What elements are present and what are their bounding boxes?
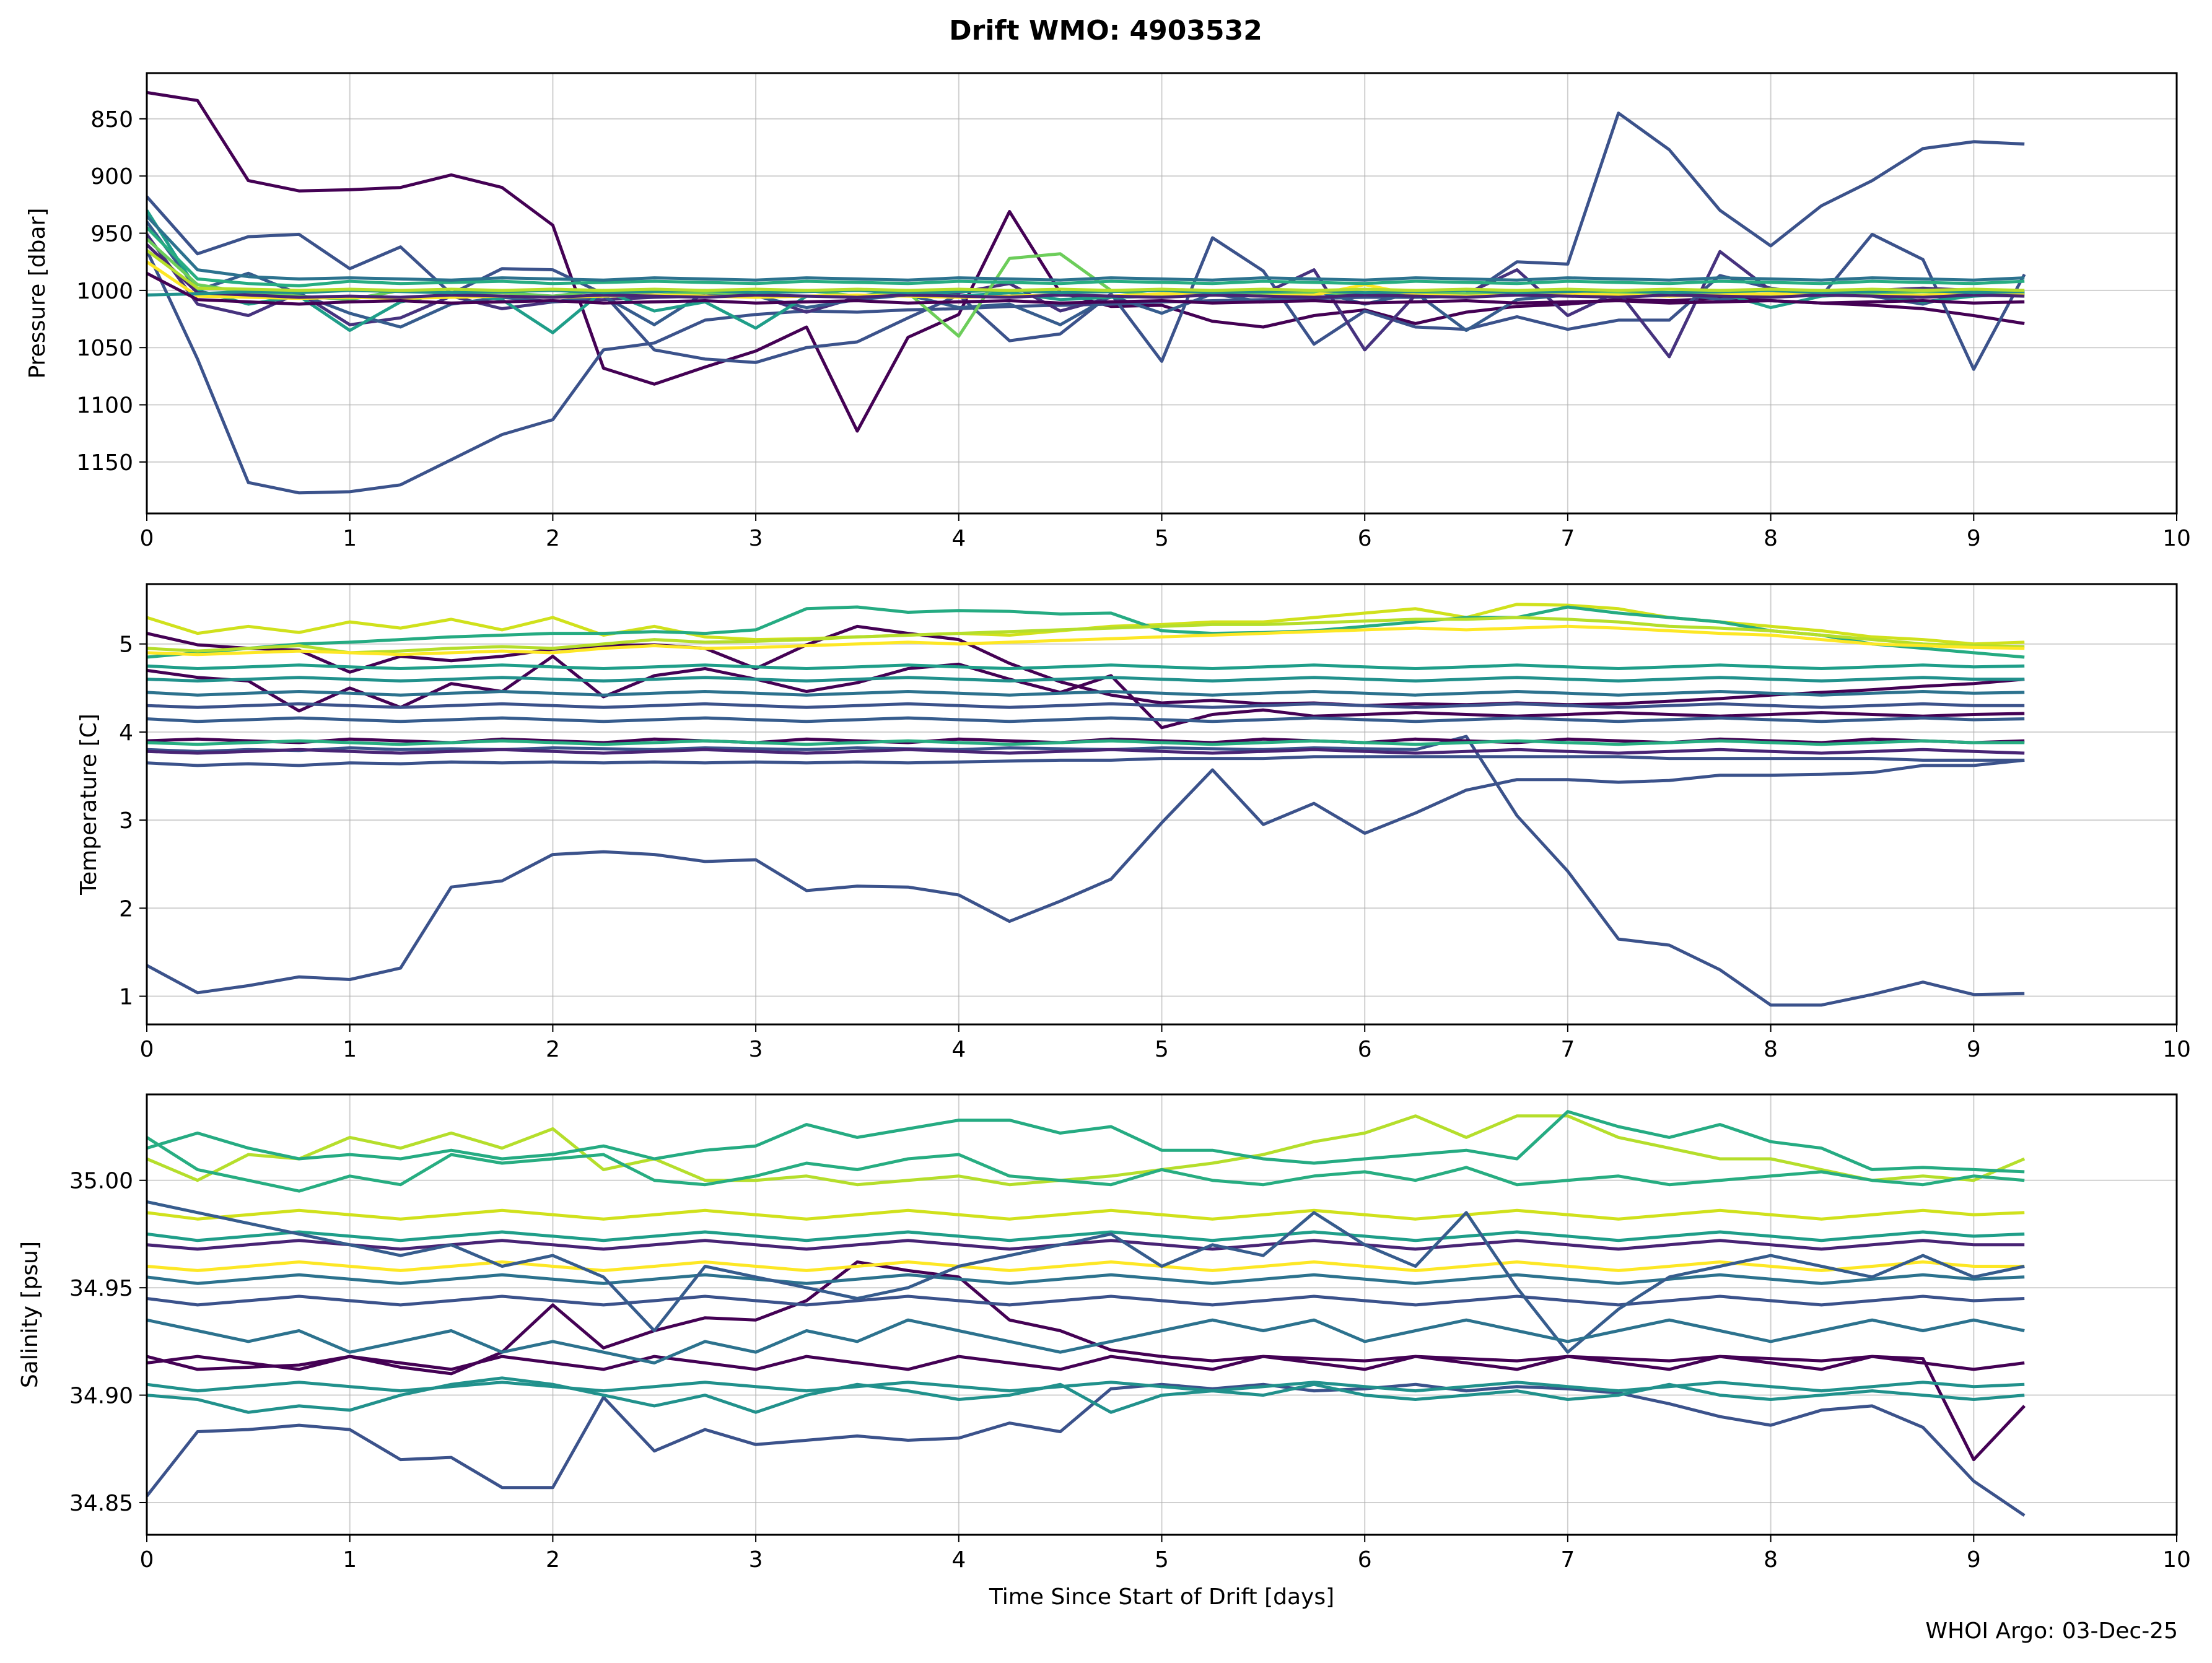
series-line-cycle-u — [147, 1273, 2025, 1285]
x-tick-label: 8 — [1764, 526, 1778, 551]
series-line-cycle-b — [147, 758, 2025, 995]
series-line-cycle-p — [147, 1114, 2026, 1187]
x-tick-label: 10 — [2162, 526, 2191, 551]
x-tick-label: 10 — [2162, 1037, 2191, 1062]
x-tick-label: 10 — [2162, 1547, 2191, 1573]
y-tick-label: 3 — [119, 808, 133, 834]
x-tick-label: 4 — [951, 1547, 966, 1573]
y-tick-label: 850 — [90, 107, 133, 133]
x-tick-label: 6 — [1358, 1037, 1372, 1062]
series-line-cycle-k — [147, 243, 2025, 299]
x-tick-label: 7 — [1560, 1547, 1575, 1573]
series-line-cycle-z — [147, 755, 2025, 767]
x-tick-label: 1 — [343, 1037, 357, 1062]
series-line-cycle-j — [147, 215, 2025, 282]
y-tick-label: 34.85 — [69, 1491, 133, 1516]
x-tick-label: 5 — [1155, 1547, 1169, 1573]
x-tick-label: 2 — [546, 526, 560, 551]
temperature-axes: 0 1 2 3 4 5 6 7 8 9 10 1 2 3 4 5 Temperature [C] — [76, 583, 2191, 1062]
series-line-cycle-t — [147, 663, 2025, 670]
series-line-cycle-r — [147, 616, 2025, 655]
x-tick-label: 7 — [1560, 1037, 1575, 1062]
y-tick-label: 2 — [119, 896, 133, 922]
y-tick-label: 34.95 — [69, 1276, 133, 1301]
x-tick-label: 6 — [1358, 526, 1372, 551]
x-tick-label: 8 — [1764, 1037, 1778, 1062]
series-line-cycle-q — [147, 605, 2025, 659]
salinity-axes: 0 1 2 3 4 5 6 7 8 9 10 34.85 34.90 34.95 35.00 Salinity… — [17, 1093, 2191, 1610]
footer-credit: WHOI Argo: 03-Dec-25 — [1925, 1618, 2178, 1644]
series-line-cycle-a — [147, 624, 2025, 707]
y-tick-label: 5 — [119, 632, 133, 658]
x-tick-label: 6 — [1358, 1547, 1372, 1573]
y-tick-label: 1050 — [76, 336, 133, 361]
series-line-cycle-z — [147, 1200, 2025, 1354]
series-line-cycle-q — [147, 1110, 2025, 1174]
y-tick-label: 1100 — [76, 393, 133, 419]
x-tick-label: 8 — [1764, 1547, 1778, 1573]
x-tick-label: 9 — [1967, 1547, 1981, 1573]
series-line-cycle-t — [147, 1230, 2025, 1242]
x-tick-label: 9 — [1967, 1037, 1981, 1062]
y-axis-label: Salinity [psu] — [17, 1241, 43, 1388]
series-line-cycle-b — [147, 1382, 2026, 1517]
series-line-cycle-bb — [147, 716, 2025, 723]
y-tick-label: 35.00 — [69, 1169, 133, 1194]
x-tick-label: 1 — [343, 526, 357, 551]
series-line-cycle-w — [147, 1381, 2025, 1393]
y-tick-label: 4 — [119, 720, 133, 746]
x-tick-label: 7 — [1560, 526, 1575, 551]
series-line-cycle-cc — [147, 1376, 2025, 1414]
x-tick-label: 0 — [140, 1037, 154, 1062]
series-line-cycle-w — [147, 676, 2025, 683]
series-line-cycle-v — [147, 702, 2025, 709]
x-tick-label: 1 — [343, 1547, 357, 1573]
x-tick-label: 3 — [749, 1037, 763, 1062]
series-line-cycle-y — [147, 1239, 2025, 1251]
y-axis-label: Temperature [C] — [76, 714, 102, 896]
series-line-cycle-r — [147, 1260, 2025, 1272]
x-tick-label: 4 — [951, 526, 966, 551]
y-axis-label: Pressure [dbar] — [25, 208, 50, 379]
series-line-cycle-s — [147, 1208, 2025, 1221]
series-line-cycle-x — [147, 1355, 2025, 1371]
x-tick-label: 2 — [546, 1547, 560, 1573]
series-line-cycle-aa — [147, 739, 2025, 746]
series-line-cycle-u — [147, 690, 2025, 697]
y-tick-label: 1150 — [76, 450, 133, 476]
series-line-cycle-v — [147, 1294, 2025, 1307]
series-line-cycle-i — [147, 226, 2025, 287]
series-line-cycle-aa — [147, 1136, 2025, 1193]
y-tick-label: 34.90 — [69, 1384, 133, 1409]
series-line-cycle-s — [147, 624, 2025, 657]
x-tick-label: 3 — [749, 526, 763, 551]
series-line-cycle-y — [147, 748, 2025, 755]
x-axis-label: Time Since Start of Drift [days] — [989, 1584, 1334, 1610]
y-tick-label: 900 — [90, 164, 133, 190]
y-tick-label: 950 — [90, 222, 133, 247]
x-tick-label: 3 — [749, 1547, 763, 1573]
y-tick-label: 1 — [119, 984, 133, 1010]
series-line-cycle-bb — [147, 1318, 2025, 1364]
series-line-cycle-n — [147, 249, 2025, 292]
x-tick-label: 0 — [140, 526, 154, 551]
series-line-cycle-o — [147, 655, 2025, 730]
y-tick-label: 1000 — [76, 279, 133, 304]
pressure-axes: 0 1 2 3 4 5 6 7 8 9 10 850 900 950 1000 1050 1100 1150 Pre… — [25, 72, 2191, 551]
x-tick-label: 2 — [546, 1037, 560, 1062]
chart-title: Drift WMO: 4903532 — [949, 15, 1262, 46]
x-tick-label: 5 — [1155, 526, 1169, 551]
x-tick-label: 4 — [951, 1037, 966, 1062]
x-tick-label: 5 — [1155, 1037, 1169, 1062]
series-line-cycle-m — [147, 271, 2025, 306]
x-tick-label: 0 — [140, 1547, 154, 1573]
x-tick-label: 9 — [1967, 526, 1981, 551]
